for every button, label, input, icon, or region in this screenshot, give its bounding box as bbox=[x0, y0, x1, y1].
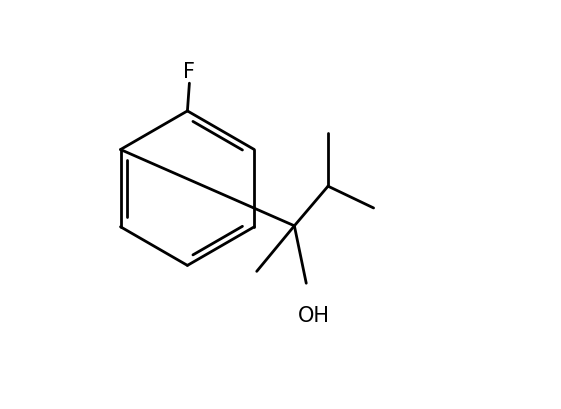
Text: F: F bbox=[183, 62, 195, 82]
Text: OH: OH bbox=[298, 305, 330, 325]
